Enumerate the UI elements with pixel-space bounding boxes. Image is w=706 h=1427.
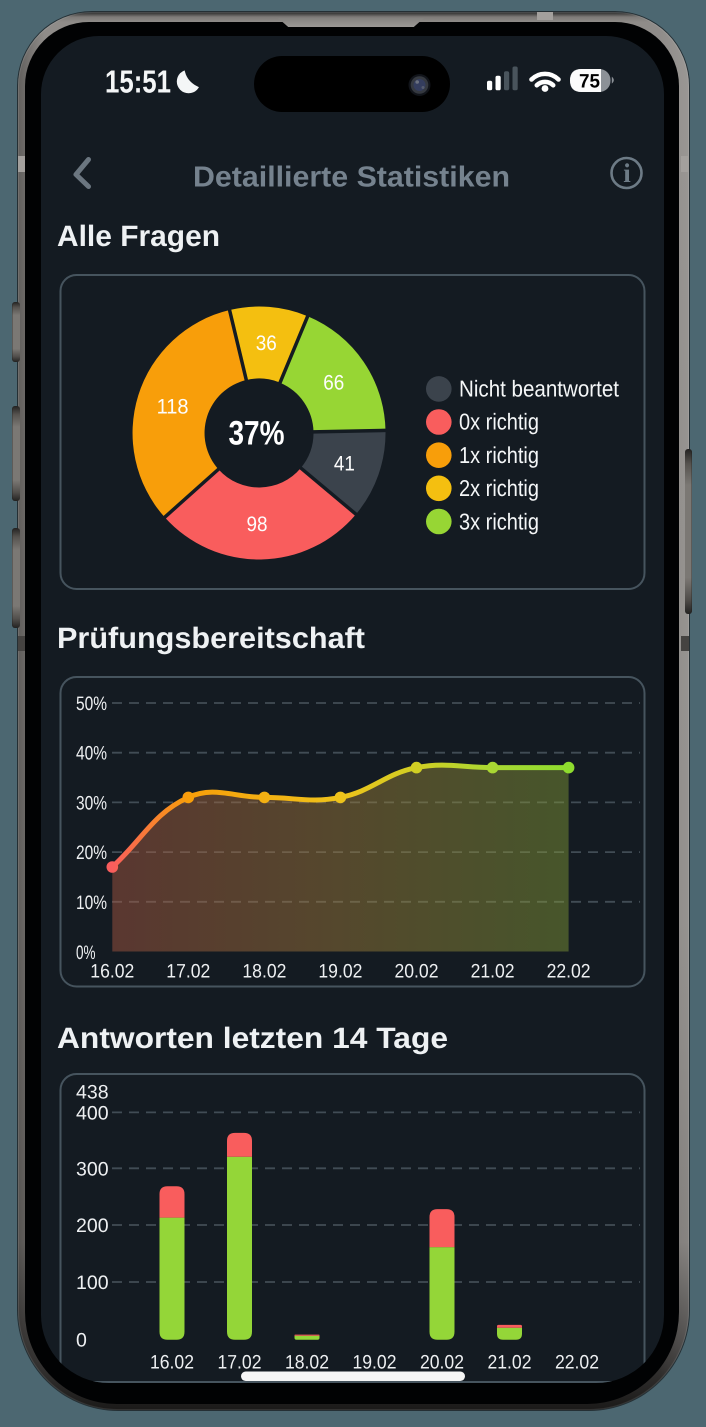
- svg-text:21.02: 21.02: [488, 1352, 532, 1374]
- svg-text:22.02: 22.02: [555, 1352, 599, 1374]
- svg-text:20%: 20%: [76, 842, 107, 864]
- svg-text:400: 400: [76, 1102, 109, 1124]
- svg-text:75: 75: [579, 71, 600, 93]
- svg-text:Prüfungsbereitschaft: Prüfungsbereitschaft: [57, 622, 365, 655]
- svg-text:36: 36: [256, 332, 277, 355]
- svg-text:50%: 50%: [76, 693, 107, 715]
- svg-text:438: 438: [76, 1082, 109, 1104]
- svg-text:21.02: 21.02: [471, 961, 515, 983]
- svg-text:30%: 30%: [76, 792, 107, 814]
- svg-text:18.02: 18.02: [285, 1352, 329, 1374]
- svg-text:16.02: 16.02: [90, 961, 134, 983]
- svg-text:17.02: 17.02: [166, 961, 210, 983]
- svg-text:41: 41: [334, 453, 355, 476]
- svg-text:200: 200: [76, 1215, 109, 1237]
- svg-text:3x richtig: 3x richtig: [459, 508, 539, 534]
- svg-text:100: 100: [76, 1272, 109, 1294]
- svg-text:16.02: 16.02: [150, 1352, 194, 1374]
- svg-text:0%: 0%: [76, 942, 96, 964]
- svg-text:40%: 40%: [76, 743, 107, 765]
- svg-text:1x richtig: 1x richtig: [459, 442, 539, 468]
- svg-text:300: 300: [76, 1158, 109, 1180]
- svg-text:118: 118: [157, 396, 189, 419]
- svg-text:0: 0: [76, 1330, 87, 1352]
- svg-text:18.02: 18.02: [242, 961, 286, 983]
- svg-text:66: 66: [323, 372, 344, 395]
- svg-text:Nicht beantwortet: Nicht beantwortet: [459, 376, 620, 402]
- svg-text:Detaillierte Statistiken: Detaillierte Statistiken: [193, 162, 510, 194]
- svg-text:Antworten letzten 14 Tage: Antworten letzten 14 Tage: [57, 1022, 448, 1055]
- svg-text:37%: 37%: [229, 415, 285, 453]
- svg-text:Alle Fragen: Alle Fragen: [57, 220, 220, 253]
- svg-text:19.02: 19.02: [318, 961, 362, 983]
- svg-text:20.02: 20.02: [395, 961, 439, 983]
- svg-text:i: i: [623, 158, 631, 188]
- svg-text:98: 98: [247, 513, 268, 536]
- svg-text:0x richtig: 0x richtig: [459, 409, 539, 435]
- svg-text:2x richtig: 2x richtig: [459, 475, 539, 501]
- svg-text:22.02: 22.02: [547, 961, 591, 983]
- svg-text:19.02: 19.02: [353, 1352, 397, 1374]
- svg-text:15:51: 15:51: [105, 64, 171, 100]
- svg-text:17.02: 17.02: [218, 1352, 262, 1374]
- svg-text:10%: 10%: [76, 892, 107, 914]
- svg-text:20.02: 20.02: [420, 1352, 464, 1374]
